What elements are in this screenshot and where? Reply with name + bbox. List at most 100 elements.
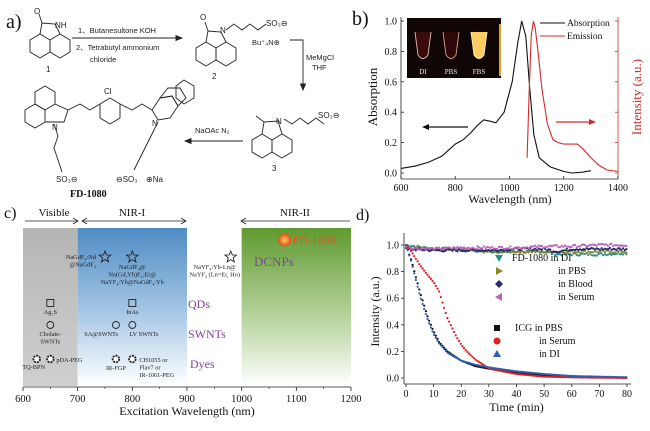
data-point: [482, 251, 485, 254]
data-point: [492, 367, 495, 370]
point-label: Cholate-: [39, 331, 61, 338]
sample-tube: [414, 31, 432, 59]
data-point: [504, 250, 507, 253]
fd-1080-structure: [24, 79, 195, 173]
data-point: [559, 246, 562, 249]
data-point: [441, 346, 444, 349]
y-tick-label: 0.2: [387, 347, 400, 358]
arrow-right-head: [589, 119, 596, 125]
atom-cl: Cl: [104, 87, 112, 96]
data-point: [585, 375, 588, 378]
data-point: [441, 301, 444, 304]
data-point: [514, 370, 517, 373]
data-point: [444, 249, 447, 252]
data-point: [501, 368, 504, 371]
data-point: [569, 250, 572, 253]
data-point: [590, 375, 593, 378]
data-point: [469, 362, 472, 365]
data-point: [494, 250, 497, 253]
sample-tube: [470, 31, 488, 59]
x-tick-label: 1200: [341, 394, 362, 405]
x-tick-label: 70: [594, 389, 604, 400]
data-point: [421, 302, 424, 306]
data-point: [429, 247, 432, 250]
data-point: [419, 297, 422, 300]
data-point: [454, 356, 457, 359]
data-point: [555, 250, 558, 253]
data-point: [554, 244, 557, 247]
data-point: [514, 372, 517, 375]
data-point: [544, 373, 547, 376]
data-point: [494, 367, 497, 370]
data-point: [554, 251, 557, 254]
data-point: [593, 254, 597, 257]
x-tick-label: 50: [539, 389, 549, 400]
data-point: [423, 269, 426, 272]
data-point: [467, 352, 471, 355]
sample-tube: [442, 31, 460, 59]
panel-label-d: d): [356, 207, 369, 224]
data-point: [625, 251, 628, 254]
data-point: [602, 254, 605, 257]
data-point: [560, 249, 563, 252]
data-point: [534, 374, 537, 377]
panel-d-photostability: d) 0.0 0.2 0.4 0.6 0.8 1.0 0 10 20 30 40 50 60 70 80 Tim…: [356, 207, 632, 414]
y-tick-label: 1.0: [385, 17, 398, 28]
data-point: [481, 249, 484, 252]
data-point: [419, 247, 422, 250]
data-point: [587, 244, 590, 247]
data-point: [446, 246, 449, 249]
data-point: [549, 248, 552, 251]
y-tick-label: 0.4: [387, 320, 400, 331]
data-point: [620, 248, 623, 251]
sulfonate-left: SO₃⊖: [56, 175, 78, 184]
star-marker: [98, 249, 112, 263]
compound-1-label: 1: [46, 65, 51, 74]
data-point: [564, 244, 567, 247]
step3-reagents: NaOAc N₂: [195, 126, 230, 135]
data-point: [451, 247, 454, 250]
data-point: [520, 370, 524, 373]
point-label: SA@SWNTs: [84, 331, 118, 338]
data-point: [539, 248, 542, 251]
legend-entry: in DI: [539, 349, 560, 360]
data-point: [613, 248, 616, 251]
data-point: [535, 246, 539, 249]
data-point: [572, 248, 575, 251]
data-point: [506, 368, 509, 372]
data-point: [562, 376, 565, 379]
data-point: [423, 247, 426, 250]
square-marker: [46, 299, 55, 307]
data-point: [618, 244, 621, 247]
data-point: [418, 292, 421, 295]
data-point: [439, 248, 442, 251]
data-point: [509, 251, 512, 254]
category-label-swnts: SWNTs: [188, 327, 226, 341]
data-point: [598, 252, 602, 255]
data-point: [613, 253, 616, 256]
data-point: [603, 253, 607, 256]
data-point: [537, 244, 540, 247]
data-point: [529, 371, 532, 374]
arrow-head: [72, 217, 79, 225]
y-axis-label: Intensity (a.u.): [368, 276, 382, 346]
data-point: [547, 248, 550, 251]
data-point: [451, 354, 454, 357]
data-point: [423, 249, 426, 252]
x-axis-label: Time (min): [489, 400, 544, 414]
atom-nh: NH: [55, 21, 67, 30]
data-point: [404, 243, 408, 247]
data-point: [570, 374, 573, 378]
data-point: [529, 374, 532, 377]
data-point: [585, 247, 588, 250]
data-point: [598, 250, 602, 253]
data-point: [618, 376, 621, 379]
data-point: [544, 247, 547, 250]
data-point: [569, 245, 572, 249]
data-point: [555, 373, 558, 376]
data-point: [471, 248, 474, 251]
data-point: [522, 373, 525, 376]
data-point: [512, 369, 515, 373]
y-tick-label: 0.0: [387, 374, 400, 385]
data-point: [625, 248, 628, 251]
